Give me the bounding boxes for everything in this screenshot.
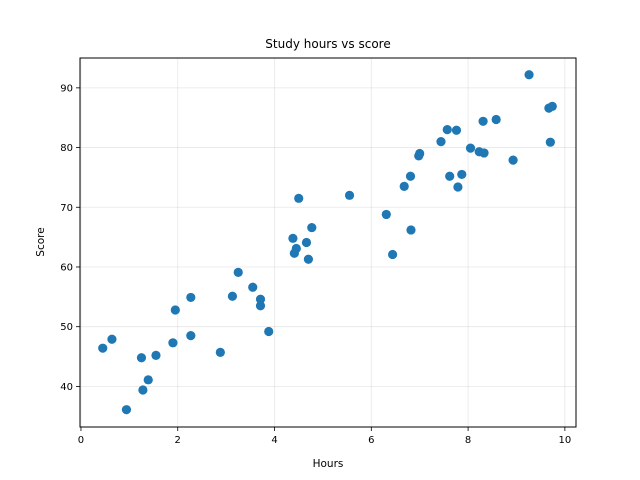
data-point xyxy=(288,233,298,243)
data-point xyxy=(170,305,180,315)
data-point xyxy=(508,155,518,165)
x-tick-label: 8 xyxy=(465,435,471,446)
data-point xyxy=(255,294,266,304)
x-tick-label: 10 xyxy=(559,435,572,446)
data-point xyxy=(344,190,355,200)
data-point xyxy=(399,181,409,191)
data-point xyxy=(186,331,196,341)
x-axis-label: Hours xyxy=(313,458,344,470)
data-point xyxy=(151,350,161,360)
data-point xyxy=(436,136,446,147)
data-point xyxy=(233,267,243,277)
data-points xyxy=(98,70,557,415)
data-point xyxy=(545,137,555,147)
data-point xyxy=(98,343,108,353)
data-point xyxy=(168,338,178,348)
data-point xyxy=(215,347,225,357)
data-point xyxy=(442,125,452,135)
data-point xyxy=(457,169,467,180)
data-point xyxy=(388,249,398,260)
data-point xyxy=(445,171,455,181)
data-point xyxy=(547,101,557,111)
data-point xyxy=(107,334,117,344)
data-point xyxy=(405,171,416,181)
data-point xyxy=(227,291,238,301)
data-point xyxy=(143,375,153,385)
y-tick-label: 90 xyxy=(60,83,73,94)
grid xyxy=(80,58,576,427)
x-tick-label: 0 xyxy=(78,435,84,446)
data-point xyxy=(406,225,416,235)
data-point xyxy=(294,193,304,203)
y-tick-label: 40 xyxy=(60,382,73,393)
data-point xyxy=(248,282,258,292)
y-ticks: 40 50 60 70 80 90 xyxy=(60,83,80,393)
x-ticks: 0 2 4 6 8 10 xyxy=(78,427,571,446)
data-point xyxy=(524,70,534,80)
y-tick-label: 80 xyxy=(60,143,73,154)
data-point xyxy=(465,143,476,153)
axes-frame xyxy=(79,57,577,428)
data-point xyxy=(138,385,148,395)
data-point xyxy=(307,222,317,233)
data-point xyxy=(415,148,425,159)
x-tick-label: 6 xyxy=(368,435,374,446)
y-tick-label: 50 xyxy=(60,322,73,333)
data-point xyxy=(303,254,314,264)
data-point xyxy=(451,125,462,135)
data-point xyxy=(264,326,274,337)
chart-title: Study hours vs score xyxy=(265,37,390,51)
y-tick-label: 60 xyxy=(60,262,73,273)
y-axis-label: Score xyxy=(35,227,47,256)
data-point xyxy=(121,405,132,415)
data-point xyxy=(491,114,501,125)
data-point xyxy=(453,182,463,192)
data-point xyxy=(186,292,196,303)
data-point xyxy=(255,301,266,311)
data-point xyxy=(291,243,301,254)
data-point xyxy=(479,148,489,158)
y-tick-label: 70 xyxy=(60,203,73,214)
data-point xyxy=(478,116,488,126)
x-tick-label: 4 xyxy=(271,435,277,446)
data-point xyxy=(301,237,312,248)
data-point xyxy=(136,353,147,363)
x-tick-label: 2 xyxy=(175,435,181,446)
data-point xyxy=(381,209,391,220)
